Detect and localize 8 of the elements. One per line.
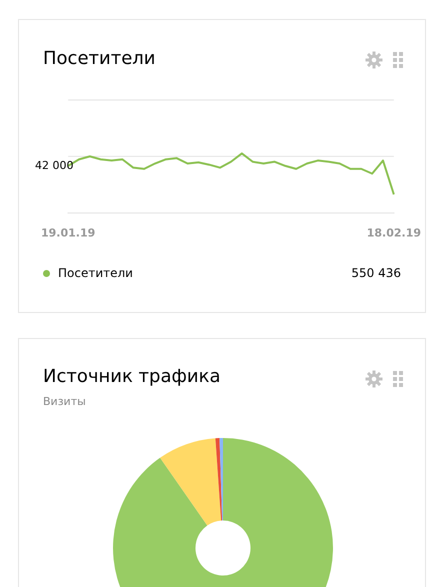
annotation: 42 000 [35,158,74,172]
chart-title: Источник трафика [43,366,220,387]
chart-title: Посетители [43,48,156,69]
chart-subtitle: Визиты [43,395,86,408]
x-tick-label: 18.02.19 [366,226,421,240]
x-tick-label: 19.01.19 [41,226,96,240]
legend-label: Посетители [57,266,133,280]
text: 550 436 [351,266,401,280]
